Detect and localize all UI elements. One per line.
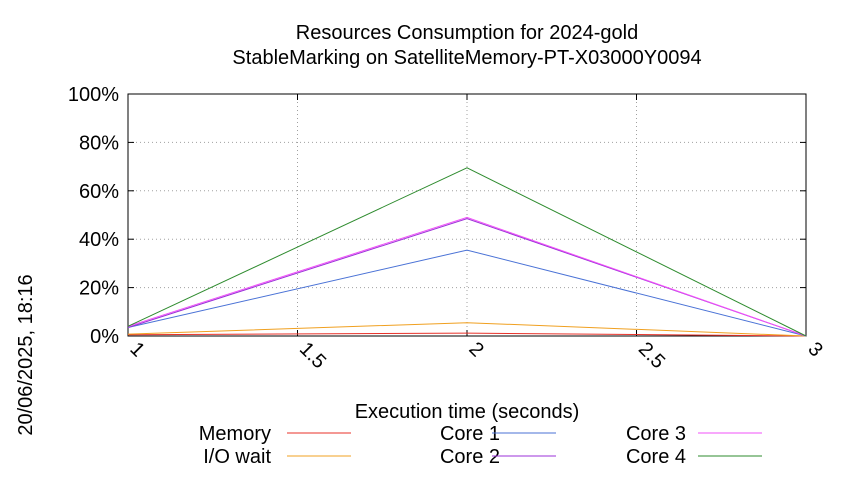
- series-line-core-3: [127, 216, 807, 337]
- y-tick-label: 60%: [79, 181, 119, 203]
- legend-label-core-4: Core 4: [626, 446, 686, 468]
- y-tick-label: 0%: [90, 326, 119, 348]
- x-tick-label: 2.5: [634, 338, 669, 373]
- x-axis-label: Execution time (seconds): [355, 401, 580, 423]
- legend-label-i-o-wait: I/O wait: [203, 446, 271, 468]
- legend-label-memory: Memory: [199, 423, 271, 445]
- chart-subtitle: StableMarking on SatelliteMemory-PT-X030…: [232, 47, 701, 69]
- series-line-memory: [127, 332, 807, 337]
- y-tick-label: 40%: [79, 229, 119, 251]
- legend-label-core-3: Core 3: [626, 423, 686, 445]
- timestamp-label: 20/06/2025, 18:16: [15, 274, 37, 435]
- x-tick-label: 3: [803, 338, 826, 361]
- series-line-core-4: [127, 167, 807, 337]
- x-tick-label: 2: [464, 338, 487, 361]
- x-tick-label: 1.5: [295, 338, 330, 373]
- series-line-core-1: [127, 249, 807, 337]
- y-tick-label: 20%: [79, 278, 119, 300]
- series-line-i-o-wait: [127, 322, 807, 337]
- y-tick-label: 80%: [79, 132, 119, 154]
- legend-label-core-1: Core 1: [440, 423, 500, 445]
- x-tick-label: 1: [125, 338, 148, 361]
- series-lines: [127, 167, 807, 337]
- legend-label-core-2: Core 2: [440, 446, 500, 468]
- y-tick-label: 100%: [68, 84, 119, 106]
- grid-lines: [128, 94, 806, 336]
- axis-ticks: 0% 20% 40% 60% 80% 100% 1 1.5 2 2.5 3: [68, 84, 827, 373]
- chart-title: Resources Consumption for 2024-gold: [296, 22, 638, 44]
